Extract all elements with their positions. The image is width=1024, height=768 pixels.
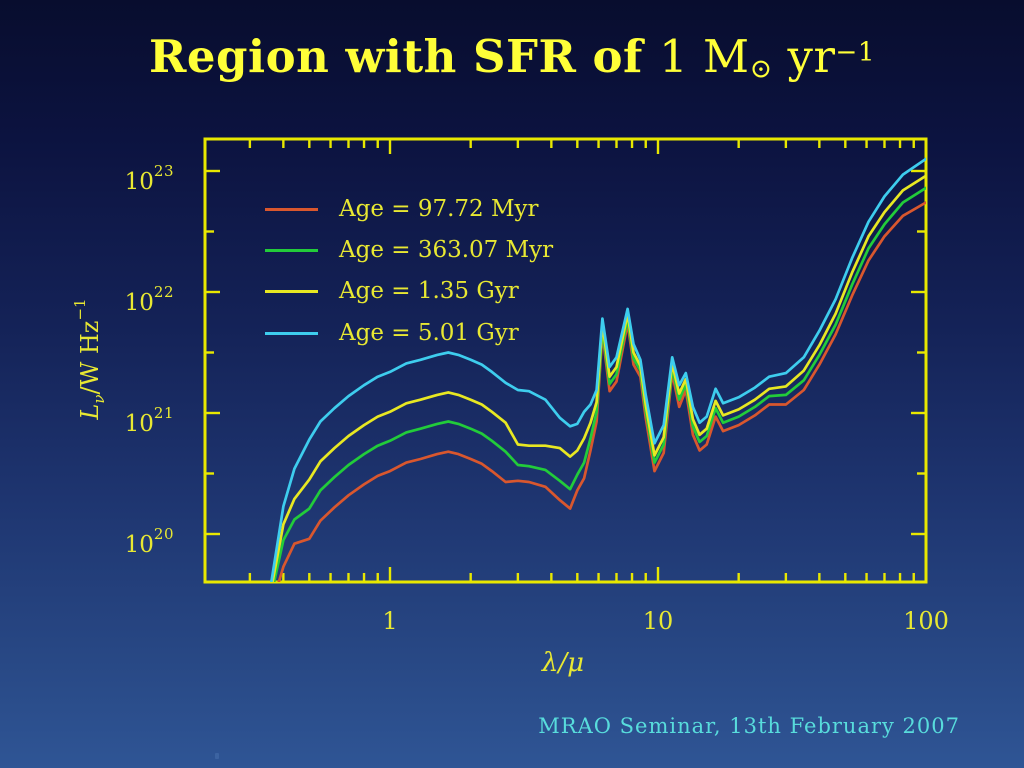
y-tick-label-1e21: 1021 <box>124 404 174 438</box>
y-tick-label-1e22: 1022 <box>124 283 174 317</box>
x-tick-label-10: 10 <box>642 607 674 635</box>
title-math: 1 M⊙ yr−1 <box>659 30 875 85</box>
legend-label: Age = 97.72 Myr <box>339 196 539 222</box>
y-tick-label-1e20: 1020 <box>124 525 174 559</box>
legend-item: Age = 5.01 Gyr <box>265 318 519 348</box>
page-title: Region with SFR of 1 M⊙ yr−1 <box>0 30 1024 85</box>
x-axis-label: λ/μ <box>541 648 585 678</box>
legend-item: Age = 363.07 Myr <box>265 235 553 265</box>
legend-swatch-cyan <box>265 331 318 335</box>
title-text: Region with SFR of <box>149 30 643 83</box>
x-tick-label-100: 100 <box>903 607 949 635</box>
legend-swatch-red <box>265 207 318 211</box>
stray-mark <box>215 753 219 759</box>
legend-swatch-yellow <box>265 289 318 293</box>
legend-label: Age = 363.07 Myr <box>339 237 554 263</box>
legend-item: Age = 1.35 Gyr <box>265 276 519 306</box>
x-tick-label-1: 1 <box>382 607 398 635</box>
y-axis-label: Lν/W Hz−1 <box>71 298 109 420</box>
legend-item: Age = 97.72 Myr <box>265 194 539 224</box>
legend-swatch-green <box>265 248 318 252</box>
y-tick-label-1e23: 1023 <box>124 162 174 196</box>
footer-credit: MRAO Seminar, 13th February 2007 <box>538 714 960 738</box>
legend-label: Age = 5.01 Gyr <box>339 320 519 346</box>
sun-symbol: ⊙ <box>749 53 773 85</box>
legend-label: Age = 1.35 Gyr <box>339 278 519 304</box>
